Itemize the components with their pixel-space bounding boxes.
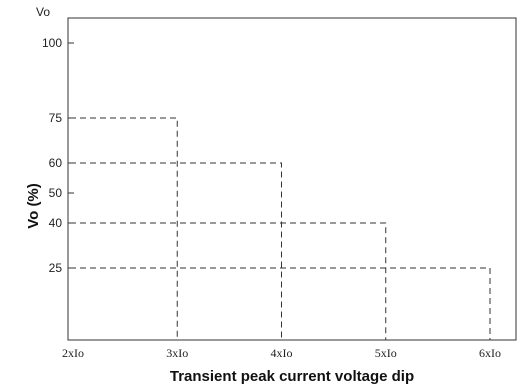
y-tick-label-50: 50 xyxy=(49,186,63,200)
x-tick-label-3: 3xIo xyxy=(166,346,188,360)
y-ticks xyxy=(68,42,74,269)
x-tick-labels: 2xIo 3xIo 4xIo 5xIo 6xIo xyxy=(62,346,501,360)
y-tick-label-60: 60 xyxy=(49,156,63,170)
x-tick-label-5: 5xIo xyxy=(375,346,397,360)
guide-lines xyxy=(70,117,491,340)
x-tick-label-6: 6xIo xyxy=(479,346,501,360)
guide-line-40 xyxy=(70,222,387,340)
guide-line-75 xyxy=(70,117,178,340)
y-tick-label-40: 40 xyxy=(49,216,63,230)
y-axis-title: Vo (%) xyxy=(25,183,42,229)
x-tick-label-4: 4xIo xyxy=(271,346,293,360)
y-tick-labels: 25 40 50 60 75 100 xyxy=(42,36,62,275)
x-axis-title: Transient peak current voltage dip xyxy=(170,368,414,385)
plot-frame xyxy=(67,17,517,341)
guide-line-25 xyxy=(70,267,491,340)
guide-line-60 xyxy=(70,162,282,340)
x-tick-label-2: 2xIo xyxy=(62,346,84,360)
y-tick-label-100: 100 xyxy=(42,36,62,50)
corner-label: Vo xyxy=(36,5,50,19)
y-tick-label-75: 75 xyxy=(49,111,63,125)
y-tick-label-25: 25 xyxy=(49,261,63,275)
